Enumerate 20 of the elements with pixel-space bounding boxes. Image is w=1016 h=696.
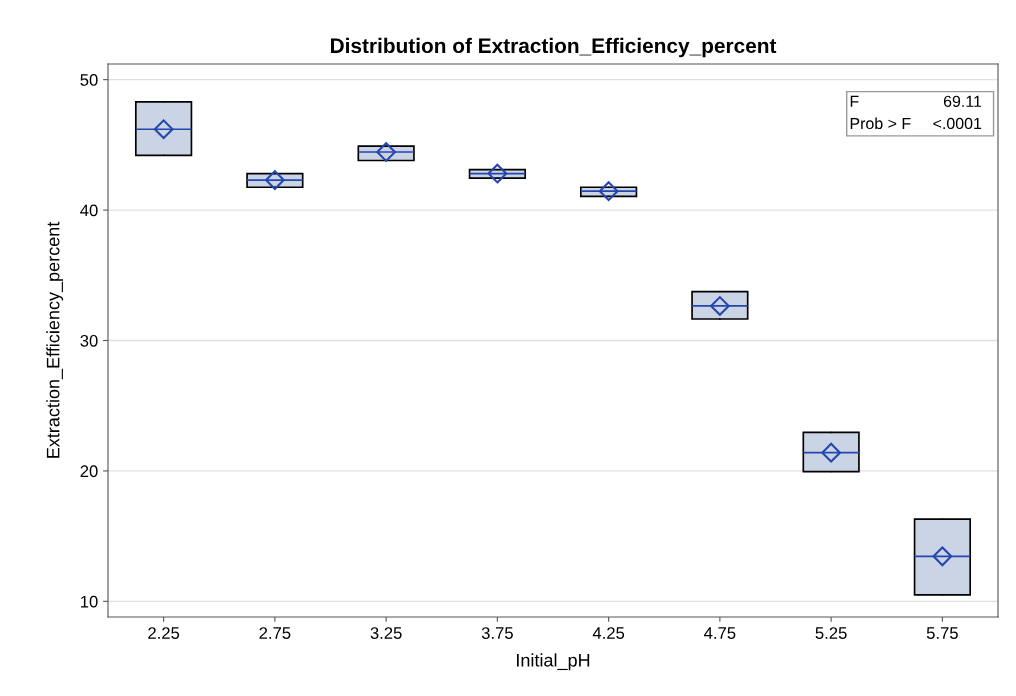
y-tick-label: 50: [80, 74, 98, 86]
text: Prob > F: [850, 117, 911, 130]
y-axis-title: Extraction_Efficiency_percent: [46, 221, 64, 458]
x-tick-label: 4.25: [592, 627, 625, 639]
x-tick-label: 5.25: [815, 627, 847, 639]
x-axis-title: Initial_pH: [517, 653, 590, 671]
y-tick-label: 20: [80, 465, 98, 478]
text: <.0001: [933, 117, 982, 130]
y-tick-label: 40: [80, 204, 98, 217]
x-tick-label: 3.25: [370, 627, 402, 639]
text: 69.11: [943, 95, 982, 107]
x-tick-label: 5.75: [926, 627, 958, 639]
x-tick-label: 3.75: [481, 627, 513, 639]
x-tick-label: 2.25: [148, 627, 180, 639]
x-tick-label: 2.75: [259, 627, 291, 639]
chart-title: Distribution of Extraction_Efficiency_percent: [330, 37, 777, 58]
y-tick-label: 30: [80, 334, 98, 347]
text: F: [850, 95, 859, 107]
y-tick-label: 10: [81, 595, 98, 608]
x-tick-label: 4.75: [704, 627, 736, 639]
